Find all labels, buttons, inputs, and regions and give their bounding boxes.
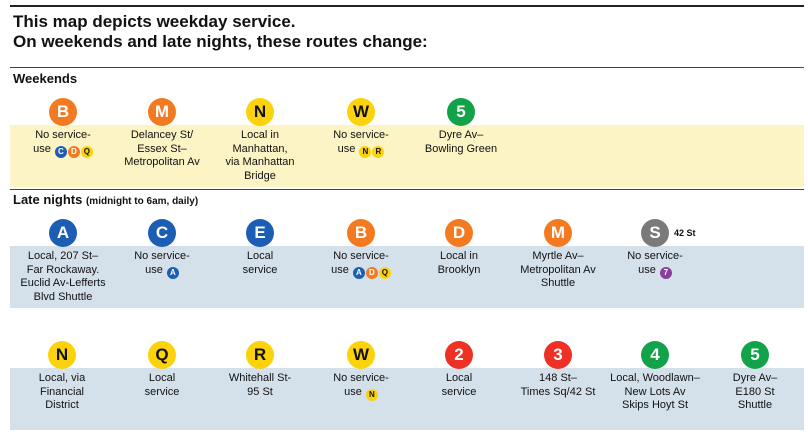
route-bullet-Q: Q (148, 341, 176, 369)
route-desc: Whitehall St- 95 St (228, 372, 292, 398)
heading-line-2: On weekends and late nights, these route… (13, 32, 428, 51)
late-item-N: N Local, via Financial District (12, 341, 112, 413)
alt-route-Q: Q (378, 266, 391, 279)
route-bullet-S: S (641, 219, 669, 247)
weekends-band (10, 125, 804, 187)
route-bullet-W: W (347, 98, 375, 126)
page-heading: This map depicts weekday service. On wee… (13, 12, 428, 52)
late-item-Q: Q Local service (112, 341, 212, 399)
route-bullet-N: N (48, 341, 76, 369)
alt-route-D: D (365, 266, 378, 279)
heading-line-1: This map depicts weekday service. (13, 12, 296, 31)
route-desc: No service- use N (333, 372, 389, 401)
late-item-E: E Local service (210, 219, 310, 277)
alt-route-C: C (54, 145, 67, 158)
route-desc: Local, Woodlawn– New Lots Av Skips Hoyt … (610, 372, 700, 411)
route-desc: Local service (242, 250, 278, 276)
section-rule-late-nights (10, 189, 804, 190)
late-nights-band-1 (10, 246, 804, 308)
alt-route-A: A (352, 266, 365, 279)
route-bullet-D: D (445, 219, 473, 247)
route-desc: No service- use 7 (627, 250, 683, 279)
alt-route-N: N (359, 145, 372, 158)
route-desc: Myrtle Av– Metropolitan Av Shuttle (520, 250, 596, 289)
route-desc: Dyre Av– E180 St Shuttle (732, 372, 778, 411)
route-bullet-2: 2 (445, 341, 473, 369)
late-item-S: S No service- use 7 (605, 219, 705, 279)
route-bullet-N: N (246, 98, 274, 126)
late-item-2: 2 Local service (409, 341, 509, 399)
route-bullet-M: M (148, 98, 176, 126)
late-item-3: 3 148 St– Times Sq/42 St (508, 341, 608, 399)
late-nights-title: Late nights (13, 192, 83, 207)
alt-route-R: R (372, 145, 385, 158)
route-bullet-B: B (347, 219, 375, 247)
route-desc: Dyre Av– Bowling Green (424, 129, 498, 155)
route-bullet-E: E (246, 219, 274, 247)
top-rule (10, 5, 804, 7)
route-bullet-M: M (544, 219, 572, 247)
late-nights-band-2 (10, 368, 804, 430)
weekends-item-N: N Local in Manhattan, via Manhattan Brid… (210, 98, 310, 183)
route-desc: Local in Manhattan, via Manhattan Bridge (225, 129, 295, 182)
late-item-5: 5 Dyre Av– E180 St Shuttle (705, 341, 805, 413)
route-desc: 148 St– Times Sq/42 St (520, 372, 596, 398)
route-bullet-R: R (246, 341, 274, 369)
late-item-D: D Local in Brooklyn (409, 219, 509, 277)
late-item-C: C No service- use A (112, 219, 212, 279)
route-bullet-4: 4 (641, 341, 669, 369)
route-desc: No service- use A (134, 250, 190, 279)
alt-route-Q: Q (80, 145, 93, 158)
weekends-item-M: M Delancey St/ Essex St– Metropolitan Av (112, 98, 212, 170)
route-desc: Local in Brooklyn (437, 250, 481, 276)
route-desc: Local service (144, 372, 180, 398)
late-item-4: 4 Local, Woodlawn– New Lots Av Skips Hoy… (605, 341, 705, 413)
alt-route-A: A (166, 266, 179, 279)
weekends-item-5: 5 Dyre Av– Bowling Green (411, 98, 511, 156)
alt-route-D: D (67, 145, 80, 158)
late-item-A: A Local, 207 St– Far Rockaway. Euclid Av… (13, 219, 113, 304)
route-desc: Local, via Financial District (38, 372, 86, 411)
section-rule-weekends (10, 67, 804, 68)
route-bullet-B: B (49, 98, 77, 126)
route-bullet-C: C (148, 219, 176, 247)
route-desc: Delancey St/ Essex St– Metropolitan Av (124, 129, 200, 168)
alt-route-N: N (365, 388, 378, 401)
route-bullet-3: 3 (544, 341, 572, 369)
route-bullet-5: 5 (447, 98, 475, 126)
section-title-weekends: Weekends (13, 71, 78, 86)
route-bullet-W: W (347, 341, 375, 369)
route-bullet-A: A (49, 219, 77, 247)
late-item-M: M Myrtle Av– Metropolitan Av Shuttle (508, 219, 608, 291)
route-desc: Local, 207 St– Far Rockaway. Euclid Av-L… (20, 250, 106, 303)
late-item-R: R Whitehall St- 95 St (210, 341, 310, 399)
route-bullet-5: 5 (741, 341, 769, 369)
late-nights-subtitle: (midnight to 6am, daily) (85, 196, 199, 207)
shuttle-42st-label: 42 St (674, 228, 696, 238)
section-title-late-nights: Late nights (midnight to 6am, daily) (13, 192, 198, 207)
alt-route-7: 7 (659, 266, 672, 279)
late-item-W: W No service- use N (311, 341, 411, 401)
route-desc: Local service (441, 372, 477, 398)
